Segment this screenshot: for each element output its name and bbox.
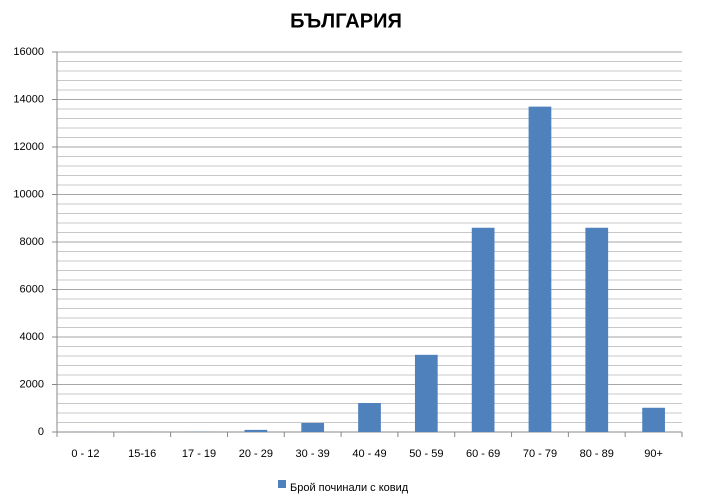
bar <box>471 227 495 432</box>
bar <box>301 422 325 432</box>
bar <box>585 227 609 432</box>
x-tick-label: 50 - 59 <box>409 448 443 460</box>
y-tick-label: 0 <box>38 426 44 438</box>
y-tick-label: 14000 <box>13 93 44 105</box>
x-tick-label: 60 - 69 <box>466 448 500 460</box>
x-tick-label: 15-16 <box>128 448 156 460</box>
x-tick-label: 20 - 29 <box>239 448 273 460</box>
legend-swatch <box>278 480 286 488</box>
x-tick-label: 80 - 89 <box>580 448 614 460</box>
bar <box>358 403 381 432</box>
bar <box>244 429 268 432</box>
y-tick-label: 16000 <box>13 46 44 58</box>
y-tick-label: 12000 <box>13 141 44 153</box>
bar <box>414 354 438 432</box>
y-tick-label: 6000 <box>20 283 44 295</box>
x-tick-label: 30 - 39 <box>296 448 330 460</box>
y-tick-label: 8000 <box>20 236 44 248</box>
y-tick-label: 2000 <box>20 378 44 390</box>
chart-title: БЪЛГАРИЯ <box>290 10 402 32</box>
bar <box>528 106 552 432</box>
x-tick-label: 0 - 12 <box>71 448 99 460</box>
bar <box>642 407 665 432</box>
x-tick-label: 70 - 79 <box>523 448 557 460</box>
y-tick-label: 10000 <box>13 188 44 200</box>
y-tick-label: 4000 <box>20 331 44 343</box>
x-tick-label: 40 - 49 <box>352 448 386 460</box>
x-tick-label: 17 - 19 <box>182 448 216 460</box>
legend-label: Брой починали с ковид <box>290 482 409 494</box>
x-tick-label: 90+ <box>644 448 663 460</box>
